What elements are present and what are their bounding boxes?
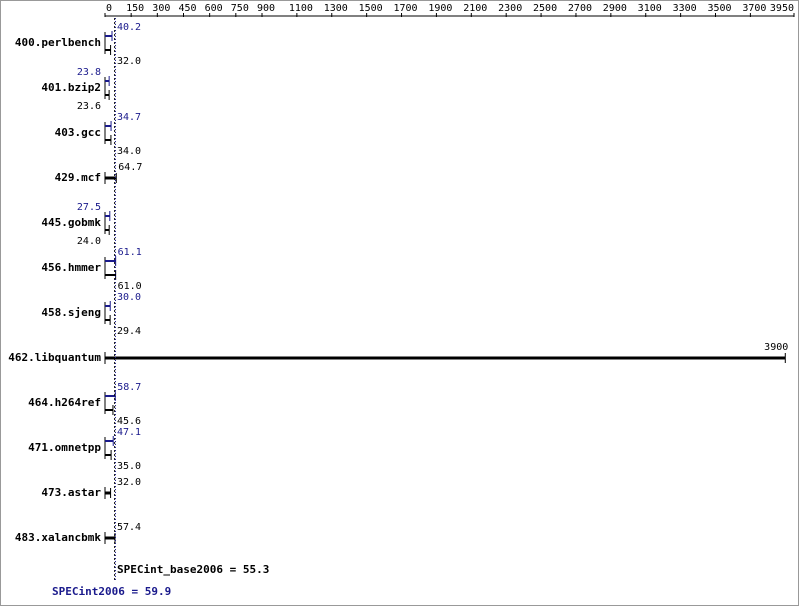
value-label: 32.0 <box>117 56 141 67</box>
x-tick-label: 1500 <box>359 3 383 14</box>
value-label: 3900 <box>764 342 788 353</box>
category-label: 462.libquantum <box>8 351 101 364</box>
base-mean-label: SPECint_base2006 = 55.3 <box>117 563 269 576</box>
x-tick-label: 2300 <box>498 3 522 14</box>
category-label: 403.gcc <box>55 126 101 139</box>
x-tick-label: 0 <box>106 3 112 14</box>
x-tick-label: 3700 <box>742 3 766 14</box>
value-label: 35.0 <box>117 461 141 472</box>
x-tick-label: 3100 <box>638 3 662 14</box>
value-label: 27.5 <box>77 202 101 213</box>
value-label: 29.4 <box>117 326 141 337</box>
value-label: 61.0 <box>118 281 142 292</box>
x-tick-label: 1900 <box>428 3 452 14</box>
value-label: 23.6 <box>77 101 101 112</box>
x-tick-label: 1700 <box>393 3 417 14</box>
value-label: 57.4 <box>117 522 141 533</box>
value-label: 64.7 <box>118 162 142 173</box>
value-label: 40.2 <box>117 22 141 33</box>
category-label: 445.gobmk <box>41 216 101 229</box>
value-label: 34.7 <box>117 112 141 123</box>
x-tick-label: 450 <box>178 3 196 14</box>
value-label: 23.8 <box>77 67 101 78</box>
x-tick-label: 1100 <box>289 3 313 14</box>
peak-mean-label: SPECint2006 = 59.9 <box>52 585 171 598</box>
x-tick-label: 150 <box>126 3 144 14</box>
value-label: 58.7 <box>117 382 141 393</box>
x-tick-label: 2500 <box>533 3 557 14</box>
x-tick-label: 750 <box>231 3 249 14</box>
x-tick-label: 600 <box>205 3 223 14</box>
x-tick-label: 3500 <box>707 3 731 14</box>
value-label: 47.1 <box>117 427 141 438</box>
category-label: 458.sjeng <box>41 306 101 319</box>
category-label: 401.bzip2 <box>41 81 101 94</box>
category-label: 483.xalancbmk <box>15 531 101 544</box>
value-label: 34.0 <box>117 146 141 157</box>
value-label: 30.0 <box>117 292 141 303</box>
category-label: 429.mcf <box>55 171 101 184</box>
x-tick-label: 2100 <box>463 3 487 14</box>
category-label: 456.hmmer <box>41 261 101 274</box>
category-label: 473.astar <box>41 486 101 499</box>
x-tick-label: 2700 <box>568 3 592 14</box>
category-label: 471.omnetpp <box>28 441 101 454</box>
value-label: 61.1 <box>118 247 142 258</box>
category-label: 464.h264ref <box>28 396 101 409</box>
x-tick-label: 3950 <box>770 3 794 14</box>
x-tick-label: 2900 <box>603 3 627 14</box>
x-tick-label: 300 <box>152 3 170 14</box>
x-tick-label: 1300 <box>324 3 348 14</box>
value-label: 24.0 <box>77 236 101 247</box>
value-label: 32.0 <box>117 477 141 488</box>
x-tick-label: 900 <box>257 3 275 14</box>
x-tick-label: 3300 <box>673 3 697 14</box>
value-label: 45.6 <box>117 416 141 427</box>
category-label: 400.perlbench <box>15 36 101 49</box>
